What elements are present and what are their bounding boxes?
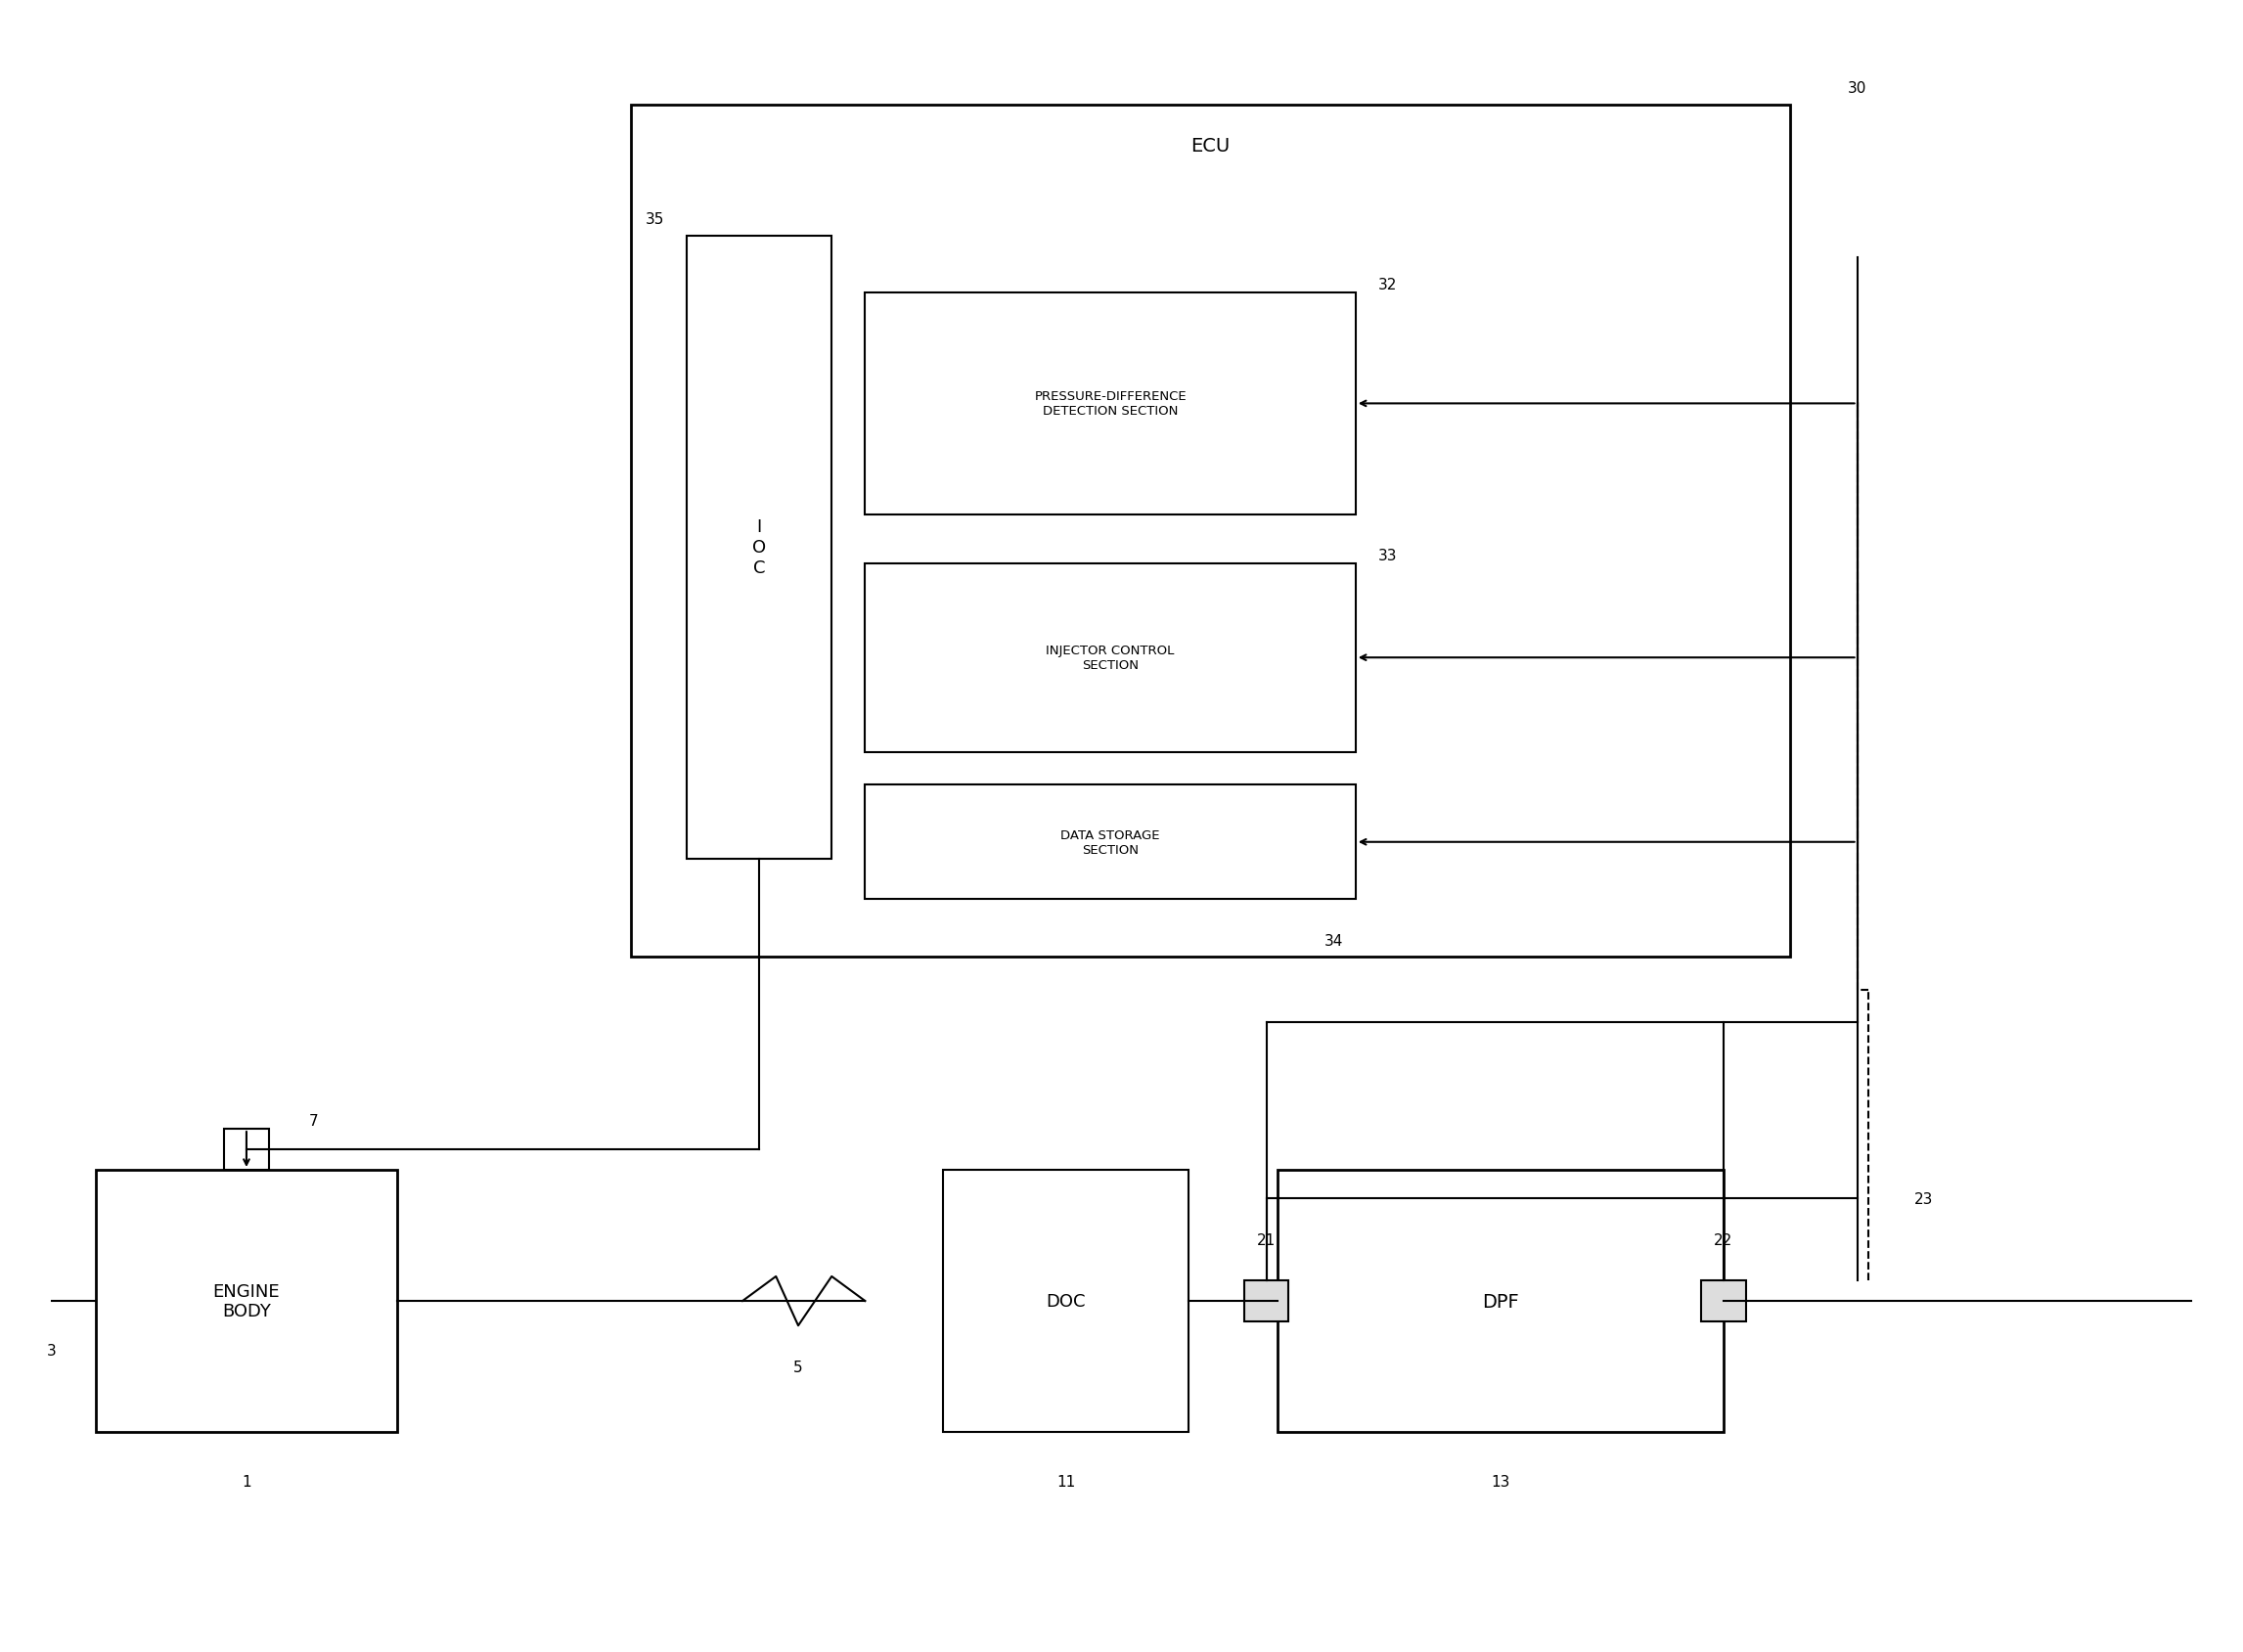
Bar: [866, 294, 1355, 515]
Text: 13: 13: [1492, 1474, 1510, 1488]
Text: 21: 21: [1256, 1232, 1276, 1247]
Text: 5: 5: [794, 1360, 803, 1374]
Bar: [1700, 1280, 1745, 1322]
Text: ECU: ECU: [1191, 137, 1231, 155]
Bar: [1245, 1280, 1290, 1322]
Bar: [1279, 1170, 1723, 1432]
Text: 32: 32: [1377, 278, 1397, 292]
Text: I
O
C: I O C: [751, 519, 767, 577]
Text: 35: 35: [646, 213, 664, 226]
Bar: [96, 1170, 397, 1432]
Text: DOC: DOC: [1045, 1292, 1086, 1310]
Bar: [686, 236, 832, 859]
Bar: [942, 1170, 1189, 1432]
Text: 1: 1: [242, 1474, 251, 1488]
Text: 33: 33: [1377, 548, 1397, 563]
Text: 11: 11: [1056, 1474, 1074, 1488]
Bar: [866, 785, 1355, 900]
Text: 34: 34: [1323, 933, 1344, 948]
Bar: [866, 563, 1355, 752]
Text: 3: 3: [47, 1343, 56, 1358]
Bar: [630, 106, 1790, 957]
Text: DATA STORAGE
SECTION: DATA STORAGE SECTION: [1061, 829, 1160, 856]
Text: 22: 22: [1714, 1232, 1734, 1247]
Text: 30: 30: [1848, 81, 1866, 96]
Bar: [224, 1128, 269, 1170]
Text: PRESSURE-DIFFERENCE
DETECTION SECTION: PRESSURE-DIFFERENCE DETECTION SECTION: [1034, 390, 1187, 418]
Text: 23: 23: [1916, 1191, 1933, 1206]
Text: 7: 7: [310, 1113, 319, 1128]
Text: INJECTOR CONTROL
SECTION: INJECTOR CONTROL SECTION: [1045, 644, 1175, 672]
Text: DPF: DPF: [1483, 1292, 1519, 1310]
Text: ENGINE
BODY: ENGINE BODY: [213, 1282, 280, 1320]
